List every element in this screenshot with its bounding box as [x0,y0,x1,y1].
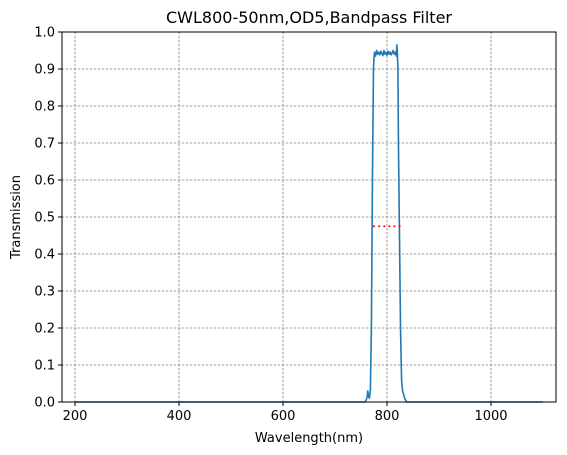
y-tick-label: 0.3 [34,285,55,300]
y-tick-label: 0.5 [34,211,55,226]
transmission-line [75,44,543,403]
y-tick-label: 0.7 [34,137,55,152]
x-tick-label: 1000 [474,409,507,424]
y-axis-label: Transmission [9,175,24,260]
y-tick-label: 0.8 [34,100,55,115]
x-axis-label: Wavelength(nm) [255,431,363,446]
x-tick-label: 200 [63,409,88,424]
x-tick-label: 400 [167,409,192,424]
series-layer [75,44,543,403]
y-tick-label: 0.1 [34,359,55,374]
x-tick-label: 800 [375,409,400,424]
chart-title: CWL800-50nm,OD5,Bandpass Filter [166,8,452,27]
y-tick-label: 0.6 [34,174,55,189]
y-tick-label: 0.4 [34,248,55,263]
x-tick-label: 600 [271,409,296,424]
y-tick-label: 0.2 [34,322,55,337]
ticks: 200 400 600 800 1000 0.0 0.1 0.2 0.3 0.4 0.5 0.6 0.7… [34,26,507,425]
y-tick-label: 1.0 [34,26,55,41]
y-tick-label: 0.0 [34,396,55,411]
y-tick-label: 0.9 [34,63,55,78]
